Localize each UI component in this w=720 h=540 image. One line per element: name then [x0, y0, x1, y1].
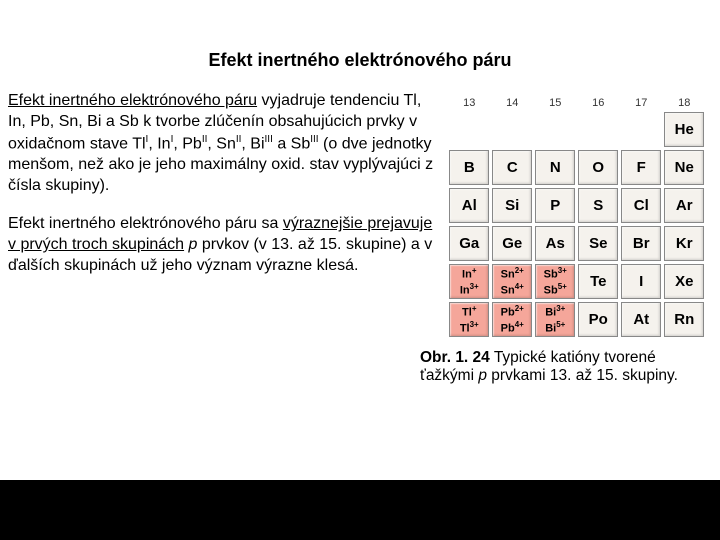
ion-cell: Bi3+Bi5+: [535, 302, 575, 337]
ion-cell: Tl+Tl3+: [449, 302, 489, 337]
empty-cell: [578, 112, 618, 147]
ion-cell: In+In3+: [449, 264, 489, 299]
element-cell: Po: [578, 302, 618, 337]
element-cell: N: [535, 150, 575, 185]
element-cell: O: [578, 150, 618, 185]
element-cell: Kr: [664, 226, 704, 261]
caption-text-b: prvkami 13. až 15. skupiny.: [487, 367, 678, 384]
para1-text-f: a Sb: [273, 135, 310, 152]
page-title: Efekt inertného elektrónového páru: [0, 0, 720, 91]
caption-italic: p: [478, 367, 487, 384]
para1-text-e: , Bi: [241, 135, 264, 152]
col-header: 14: [492, 91, 532, 109]
figure-caption: Obr. 1. 24 Typické katióny tvorené ťažký…: [420, 337, 720, 385]
element-cell: Si: [492, 188, 532, 223]
text-column: Efekt inertného elektrónového páru vyjad…: [8, 91, 439, 337]
col-header: 13: [449, 91, 489, 109]
col-header: 18: [664, 91, 704, 109]
element-cell: Rn: [664, 302, 704, 337]
periodic-table-column: 13 14 15 16 17 18 He B C N O F Ne Al Si: [439, 91, 712, 337]
col-header: 17: [621, 91, 661, 109]
ion-cell: Pb2+Pb4+: [492, 302, 532, 337]
empty-cell: [449, 112, 489, 147]
element-cell: S: [578, 188, 618, 223]
element-cell: He: [664, 112, 704, 147]
element-cell: C: [492, 150, 532, 185]
element-cell: Br: [621, 226, 661, 261]
element-cell: F: [621, 150, 661, 185]
element-cell: Ga: [449, 226, 489, 261]
element-cell: I: [621, 264, 661, 299]
ion-cell: Sn2+Sn4+: [492, 264, 532, 299]
content-row: Efekt inertného elektrónového páru vyjad…: [0, 91, 720, 337]
paragraph-2: Efekt inertného elektrónového páru sa vý…: [8, 214, 439, 276]
element-cell: B: [449, 150, 489, 185]
para1-text-b: , In: [148, 135, 170, 152]
ion-cell: Sb3+Sb5+: [535, 264, 575, 299]
element-cell: Al: [449, 188, 489, 223]
element-cell: Se: [578, 226, 618, 261]
element-cell: As: [535, 226, 575, 261]
empty-cell: [621, 112, 661, 147]
empty-cell: [535, 112, 575, 147]
sup-5: III: [265, 134, 273, 145]
element-cell: Ne: [664, 150, 704, 185]
element-cell: Ar: [664, 188, 704, 223]
periodic-table: 13 14 15 16 17 18 He B C N O F Ne Al Si: [449, 91, 712, 337]
empty-cell: [492, 112, 532, 147]
element-cell: Ge: [492, 226, 532, 261]
element-cell: Te: [578, 264, 618, 299]
element-cell: At: [621, 302, 661, 337]
sup-6: III: [310, 134, 318, 145]
paragraph-1: Efekt inertného elektrónového páru vyjad…: [8, 91, 439, 196]
caption-label: Obr. 1. 24: [420, 349, 490, 366]
para1-underline: Efekt inertného elektrónového páru: [8, 92, 257, 109]
element-cell: P: [535, 188, 575, 223]
para1-text-c: , Pb: [173, 135, 201, 152]
element-cell: Xe: [664, 264, 704, 299]
slide-page: Efekt inertného elektrónového páru Efekt…: [0, 0, 720, 480]
col-header: 15: [535, 91, 575, 109]
para2-text-a: Efekt inertného elektrónového páru sa: [8, 215, 283, 232]
para1-text-d: , Sn: [207, 135, 235, 152]
element-cell: Cl: [621, 188, 661, 223]
col-header: 16: [578, 91, 618, 109]
